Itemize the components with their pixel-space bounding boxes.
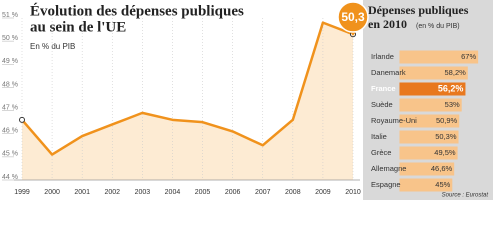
line bbox=[21, 21, 354, 156]
value-label: 50,3% bbox=[435, 132, 457, 141]
x-tick-label: 2005 bbox=[195, 189, 211, 196]
chart-subtitle: En % du PIB bbox=[30, 42, 75, 51]
source: Source : Eurostat bbox=[442, 193, 489, 199]
y-tick-label: 49 % bbox=[2, 58, 18, 65]
value-label: 49,5% bbox=[434, 148, 456, 157]
x-tick-label: 2002 bbox=[104, 189, 120, 196]
x-tick-label: 2009 bbox=[315, 189, 331, 196]
x-tick-label: 2003 bbox=[135, 189, 151, 196]
x-tick-label: 2001 bbox=[74, 189, 90, 196]
x-tick-label: 2010 bbox=[345, 189, 361, 196]
value-label: 67% bbox=[461, 52, 476, 61]
panel-title: en 2010 bbox=[368, 17, 407, 31]
x-tick-label: 2000 bbox=[44, 189, 60, 196]
area bbox=[22, 22, 353, 180]
marker bbox=[19, 116, 25, 123]
value-label: 46,6% bbox=[431, 164, 453, 173]
chart: Évolution des dépenses publiques au sein… bbox=[2, 0, 493, 200]
x-tick-label: 2006 bbox=[225, 189, 241, 196]
x-tick-label: 2004 bbox=[165, 189, 181, 196]
category-label: Grèce bbox=[371, 148, 391, 157]
category-label: Royaume-Uni bbox=[371, 116, 417, 125]
y-tick-label: 50 % bbox=[2, 35, 18, 42]
panel-unit: (en % du PIB) bbox=[416, 23, 460, 30]
category-label: Danemark bbox=[371, 68, 406, 77]
chart-title: au sein de l'UE bbox=[30, 19, 126, 35]
y-tick-label: 48 % bbox=[2, 81, 18, 88]
y-tick-label: 46 % bbox=[2, 128, 18, 135]
category-label: Allemagne bbox=[371, 164, 406, 173]
category-label: Espagne bbox=[371, 180, 401, 189]
bar bbox=[399, 66, 468, 80]
bar bbox=[399, 130, 459, 144]
value-label: 50,9% bbox=[436, 116, 458, 125]
value-label: 58,2% bbox=[445, 68, 467, 77]
chart-title: Évolution des dépenses publiques bbox=[30, 2, 244, 19]
x-tick-label: 2008 bbox=[285, 189, 301, 196]
y-tick-label: 51 % bbox=[2, 12, 18, 19]
bar bbox=[399, 114, 460, 128]
value-label: 50,3 bbox=[341, 10, 365, 24]
category-label: France bbox=[371, 84, 396, 93]
x-tick-label: 2007 bbox=[255, 189, 271, 196]
x-tick-label: 1999 bbox=[14, 189, 30, 196]
bar bbox=[399, 50, 479, 64]
value-label: 53% bbox=[445, 100, 460, 109]
bar bbox=[399, 178, 453, 192]
callout bbox=[337, 1, 369, 33]
y-tick-label: 47 % bbox=[2, 104, 18, 111]
category-label: Irlande bbox=[371, 52, 394, 61]
category-label: Italie bbox=[371, 132, 387, 141]
bar bbox=[399, 82, 466, 96]
value-label: 56,2% bbox=[438, 83, 464, 93]
y-tick-label: 45 % bbox=[2, 151, 18, 158]
bar bbox=[399, 146, 458, 160]
bar bbox=[399, 98, 462, 112]
y-tick-label: 44 % bbox=[2, 174, 18, 181]
bar bbox=[399, 162, 455, 176]
value-label: 45% bbox=[435, 180, 450, 189]
category-label: Suède bbox=[371, 100, 393, 109]
panel-title: Dépenses publiques bbox=[368, 3, 469, 17]
